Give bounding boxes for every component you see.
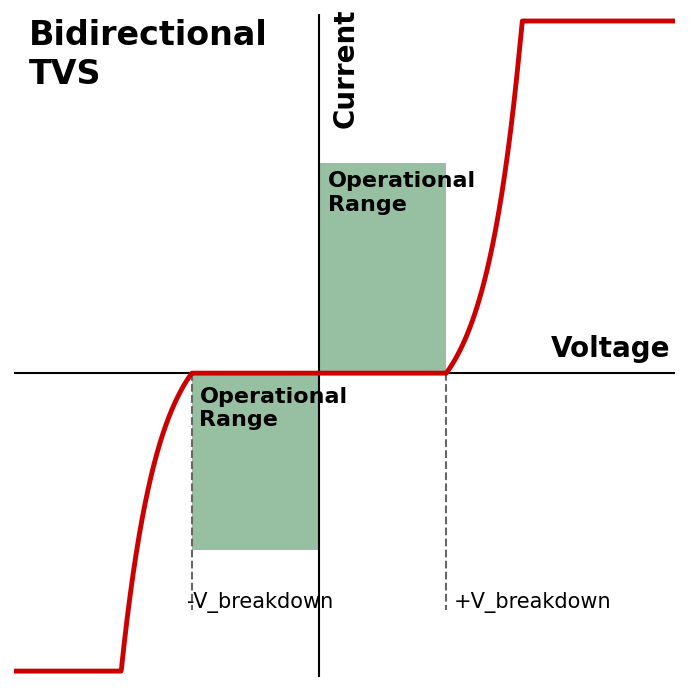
Bar <box>192 373 319 550</box>
Text: Bidirectional
TVS: Bidirectional TVS <box>29 19 268 91</box>
Text: Voltage: Voltage <box>551 335 670 363</box>
Text: Current: Current <box>332 8 360 128</box>
Text: Operational
Range: Operational Range <box>328 171 476 215</box>
Bar <box>319 163 446 373</box>
Text: -V_breakdown: -V_breakdown <box>187 592 333 613</box>
Text: Operational
Range: Operational Range <box>200 387 348 430</box>
Text: +V_breakdown: +V_breakdown <box>454 592 612 613</box>
